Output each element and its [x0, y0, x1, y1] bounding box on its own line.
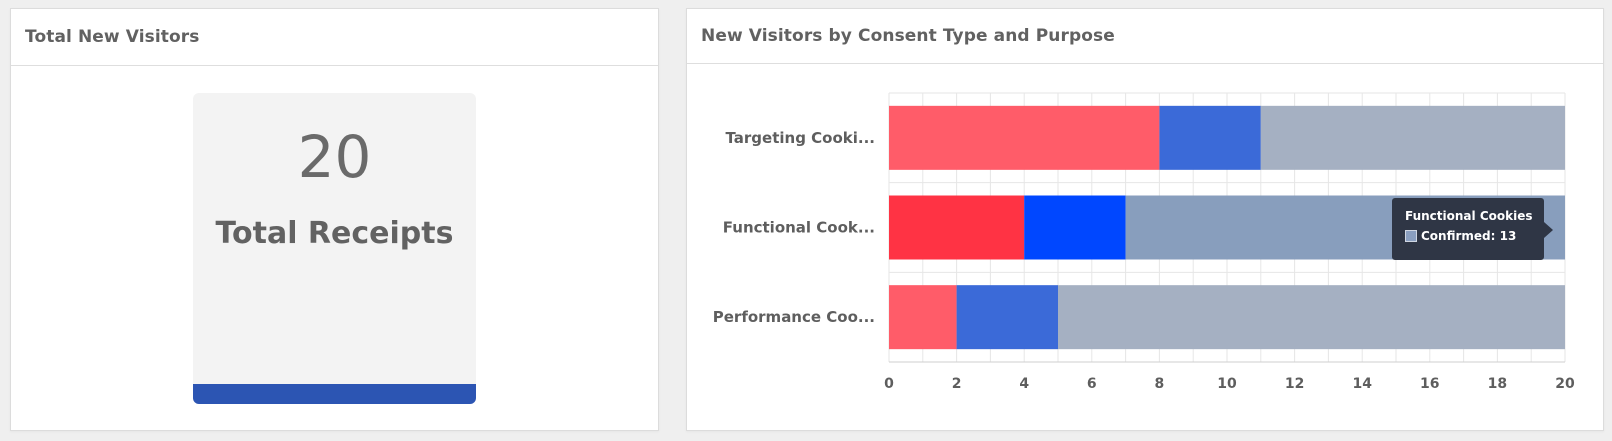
- tooltip-row: Confirmed: 13: [1405, 229, 1544, 243]
- total-receipts-card[interactable]: 20 Total Receipts: [193, 93, 476, 404]
- chart-tooltip: Functional Cookies Confirmed: 13: [1392, 198, 1553, 260]
- bar-segment: [1058, 285, 1565, 350]
- category-label: Performance Coo...: [713, 308, 875, 326]
- x-tick-label: 10: [1217, 376, 1237, 392]
- bar-segment: [1260, 105, 1565, 170]
- x-tick-label: 0: [884, 376, 894, 392]
- bar-segment: [889, 195, 1025, 260]
- total-new-visitors-panel: Total New Visitors 20 Total Receipts: [10, 8, 659, 431]
- x-tick-label: 12: [1285, 376, 1304, 392]
- stat-value: 20: [297, 123, 372, 191]
- bar-segment: [889, 285, 957, 350]
- tooltip-value: Confirmed: 13: [1421, 229, 1517, 243]
- tooltip-title: Functional Cookies: [1405, 209, 1533, 223]
- x-tick-label: 14: [1352, 376, 1372, 392]
- x-tick-label: 4: [1019, 376, 1029, 392]
- x-tick-label: 16: [1420, 376, 1439, 392]
- bar-segment: [956, 285, 1058, 350]
- panel-header: New Visitors by Consent Type and Purpose: [687, 9, 1603, 64]
- stat-accent-bar: [193, 384, 476, 404]
- bar-segment: [889, 105, 1160, 170]
- category-label: Targeting Cooki...: [725, 129, 875, 147]
- x-tick-label: 18: [1488, 376, 1507, 392]
- x-tick-label: 20: [1555, 376, 1575, 392]
- category-label: Functional Cook...: [723, 219, 875, 237]
- x-tick-label: 2: [952, 376, 962, 392]
- tooltip-swatch: [1405, 230, 1417, 242]
- stat-label: Total Receipts: [215, 216, 454, 251]
- bar-segment: [1159, 105, 1261, 170]
- panel-header: Total New Visitors: [11, 9, 658, 66]
- bar-segment: [1024, 195, 1126, 260]
- x-tick-label: 6: [1087, 376, 1097, 392]
- panel-title: New Visitors by Consent Type and Purpose: [701, 26, 1115, 46]
- x-tick-label: 8: [1155, 376, 1165, 392]
- panel-title: Total New Visitors: [25, 27, 200, 47]
